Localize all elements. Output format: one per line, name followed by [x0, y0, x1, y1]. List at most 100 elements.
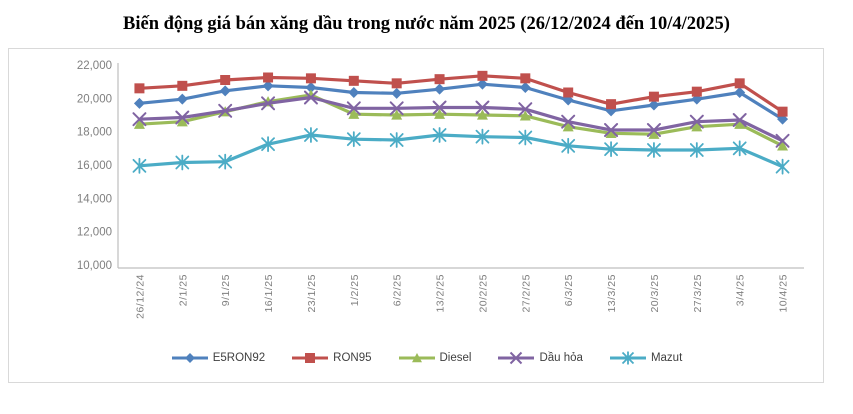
data-point-diamond	[176, 93, 188, 105]
data-point-diamond	[648, 99, 660, 111]
x-tick-label: 13/3/25	[606, 274, 618, 313]
data-point-triangle	[648, 128, 660, 139]
y-tick-label: 14,000	[77, 193, 112, 205]
x-tick-label: 2/1/25	[177, 274, 189, 306]
data-point-diamond	[434, 83, 446, 95]
data-point-triangle	[348, 108, 360, 119]
data-point-asterisk	[647, 142, 661, 158]
legend-label: Diesel	[439, 352, 472, 364]
data-point-x	[175, 110, 190, 125]
series-line-e5ron92	[137, 82, 785, 121]
data-point-triangle	[734, 118, 746, 129]
legend-item-ron95: RON95	[291, 350, 372, 366]
data-point-asterisk	[132, 157, 147, 174]
data-point-x	[518, 102, 533, 117]
data-point-square	[734, 78, 745, 89]
chart-title: Biến động giá bán xăng dầu trong nước nă…	[123, 14, 730, 34]
x-tick-label: 6/3/25	[563, 274, 575, 306]
data-point-asterisk	[775, 158, 790, 175]
data-point-asterisk	[218, 153, 233, 170]
data-point-square	[648, 91, 659, 102]
legend-marker-asterisk-icon	[609, 351, 646, 365]
data-point-triangle	[562, 121, 574, 132]
data-point-triangle	[691, 121, 703, 132]
data-point-asterisk	[689, 142, 704, 158]
data-point-asterisk	[604, 141, 618, 158]
x-tick-label: 13/2/25	[435, 274, 447, 313]
data-point-x	[604, 123, 619, 137]
x-tick-label: 3/4/25	[735, 274, 747, 306]
x-tick-label: 20/2/25	[477, 274, 489, 313]
data-point-x	[346, 101, 361, 116]
y-tick-label: 20,000	[77, 93, 112, 105]
x-tick-label: 20/3/25	[649, 274, 661, 313]
data-point-x	[775, 133, 790, 148]
data-point-diamond	[734, 87, 746, 98]
x-tick-label: 1/2/25	[349, 274, 361, 306]
legend-item-diesel: Diesel	[398, 350, 472, 366]
series-line-diesel	[137, 93, 785, 148]
data-point-square	[606, 99, 617, 110]
series-line-dầu-hỏa	[137, 95, 785, 143]
y-tick-label: 16,000	[77, 160, 112, 172]
data-point-asterisk	[346, 131, 361, 148]
y-tick-label: 12,000	[77, 227, 112, 239]
legend-marker-x-icon	[498, 351, 535, 365]
legend-marker-triangle-icon	[398, 353, 435, 363]
x-tick-label: 27/2/25	[520, 274, 532, 313]
data-point-triangle	[605, 127, 617, 139]
data-point-diamond	[219, 85, 231, 97]
data-point-square	[477, 70, 488, 81]
data-point-x	[689, 114, 704, 129]
x-tick-label: 10/4/25	[778, 274, 790, 313]
data-point-asterisk	[389, 132, 404, 148]
legend-item-dầu-hỏa: Dầu hỏa	[497, 350, 583, 366]
data-point-triangle	[133, 118, 145, 129]
data-point-diamond	[348, 87, 360, 98]
data-point-asterisk	[561, 137, 576, 154]
data-point-diamond	[305, 82, 317, 93]
legend-label: RON95	[333, 352, 372, 364]
data-point-asterisk	[261, 136, 275, 153]
x-tick-label: 26/12/24	[134, 274, 146, 319]
legend-item-mazut: Mazut	[609, 350, 682, 366]
data-point-diamond	[519, 82, 531, 93]
y-tick-label: 22,000	[77, 60, 112, 72]
data-point-x	[218, 103, 233, 118]
x-tick-label: 6/2/25	[392, 274, 404, 306]
data-point-square	[520, 73, 531, 84]
data-point-square	[305, 73, 316, 84]
data-point-square	[134, 83, 145, 94]
legend-marker-diamond-icon	[171, 353, 208, 363]
data-point-square	[434, 74, 445, 85]
y-tick-label: 18,000	[77, 127, 112, 139]
data-point-diamond	[262, 80, 274, 92]
data-point-asterisk	[432, 127, 447, 143]
data-point-x	[646, 123, 661, 137]
data-point-square	[220, 75, 231, 85]
data-point-x	[389, 101, 404, 116]
data-point-asterisk	[732, 140, 747, 157]
legend-item-e5ron92: E5RON92	[171, 350, 265, 366]
data-point-square	[263, 72, 274, 83]
series-line-mazut	[137, 133, 785, 169]
data-point-square	[391, 78, 402, 89]
data-point-square	[563, 87, 574, 98]
data-point-triangle	[176, 116, 188, 127]
data-point-x	[303, 90, 318, 105]
data-point-diamond	[133, 97, 145, 109]
data-point-x	[432, 100, 447, 115]
series-line-ron95	[137, 74, 785, 114]
legend-label: E5RON92	[212, 352, 266, 364]
data-point-square	[691, 86, 702, 97]
legend-label: Mazut	[650, 352, 683, 364]
data-point-x	[475, 100, 490, 115]
x-tick-label: 23/1/25	[306, 274, 318, 313]
data-point-asterisk	[475, 128, 490, 145]
data-point-triangle	[434, 108, 446, 119]
chart-legend: E5RON92 RON95 Diesel Dầu hỏa Mazut	[0, 346, 853, 370]
x-tick-label: 16/1/25	[263, 274, 275, 313]
data-point-asterisk	[175, 154, 190, 171]
data-point-x	[732, 113, 747, 127]
